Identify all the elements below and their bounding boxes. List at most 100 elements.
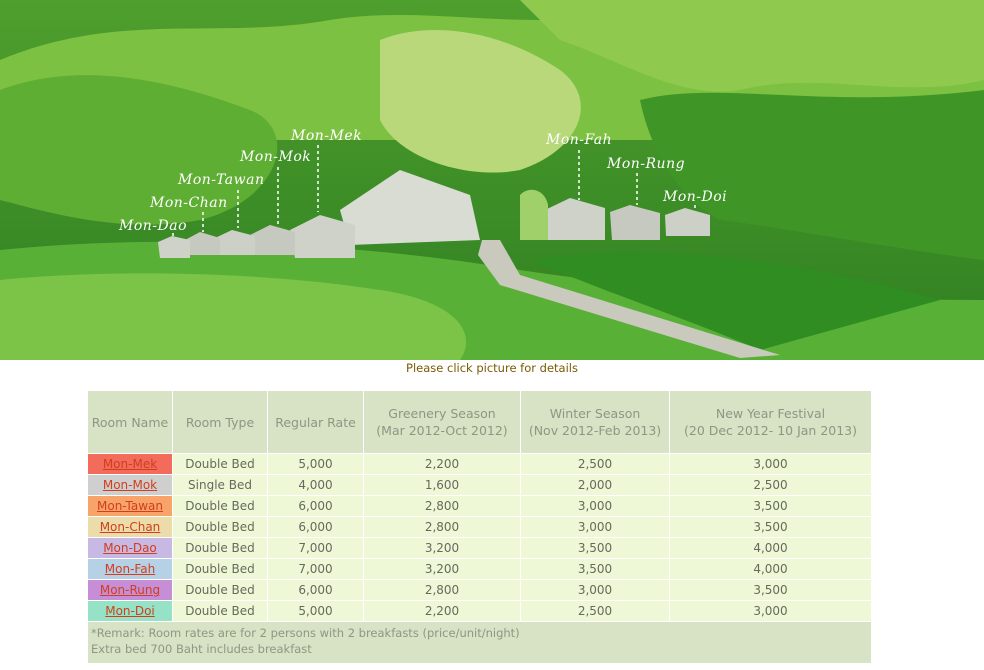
- header-winter-title: Winter Season: [549, 406, 641, 421]
- room-type-cell: Double Bed: [172, 537, 268, 559]
- label-mon-mek[interactable]: Mon-Mek: [290, 128, 362, 144]
- road: [478, 240, 780, 358]
- header-winter-dates: (Nov 2012-Feb 2013): [528, 423, 662, 438]
- header-new-year: New Year Festival (20 Dec 2012- 10 Jan 20…: [669, 390, 872, 454]
- table-row: Mon-Chan Double Bed 6,000 2,800 3,000 3,500: [87, 516, 872, 538]
- label-mon-tawan[interactable]: Mon-Tawan: [177, 172, 264, 188]
- room-name-cell: Mon-Mok: [87, 474, 173, 496]
- new-year-rate-cell: 3,500: [669, 579, 872, 601]
- resort-buildings: [158, 170, 710, 258]
- label-mon-rung[interactable]: Mon-Rung: [606, 156, 685, 172]
- regular-rate-cell: 7,000: [267, 558, 364, 580]
- label-mon-doi[interactable]: Mon-Doi: [662, 189, 727, 205]
- room-link[interactable]: Mon-Mek: [102, 457, 158, 471]
- remark-row: *Remark: Room rates are for 2 persons wi…: [87, 621, 872, 664]
- room-link[interactable]: Mon-Rung: [99, 583, 161, 597]
- room-type-cell: Double Bed: [172, 453, 268, 475]
- header-greenery-dates: (Mar 2012-Oct 2012): [376, 423, 508, 438]
- room-type-cell: Double Bed: [172, 495, 268, 517]
- remark-line-1: *Remark: Room rates are for 2 persons wi…: [91, 626, 520, 640]
- table-row: Mon-Dao Double Bed 7,000 3,200 3,500 4,000: [87, 537, 872, 559]
- header-room-name: Room Name: [87, 390, 173, 454]
- regular-rate-cell: 6,000: [267, 516, 364, 538]
- room-name-cell: Mon-Doi: [87, 600, 173, 622]
- label-mon-dao[interactable]: Mon-Dao: [118, 218, 187, 234]
- room-name-cell: Mon-Fah: [87, 558, 173, 580]
- room-link[interactable]: Mon-Fah: [104, 562, 156, 576]
- left-meadow: [0, 273, 467, 360]
- resort-illustration[interactable]: Mon-Mek Mon-Mok Mon-Tawan Mon-Chan Mon-D…: [0, 0, 984, 360]
- rate-rows: Mon-Mek Double Bed 5,000 2,200 2,500 3,000 Mon…: [87, 453, 872, 622]
- table-row: Mon-Tawan Double Bed 6,000 2,800 3,000 3,500: [87, 495, 872, 517]
- right-hill: [520, 0, 984, 92]
- regular-rate-cell: 4,000: [267, 474, 364, 496]
- greenery-rate-cell: 1,600: [363, 474, 521, 496]
- header-new-year-title: New Year Festival: [715, 406, 826, 421]
- room-type-cell: Double Bed: [172, 600, 268, 622]
- winter-rate-cell: 3,000: [520, 495, 670, 517]
- room-link[interactable]: Mon-Mok: [102, 478, 158, 492]
- winter-rate-cell: 2,500: [520, 453, 670, 475]
- terraced-field: [380, 30, 581, 173]
- label-leaders: [172, 145, 696, 238]
- regular-rate-cell: 7,000: [267, 537, 364, 559]
- winter-rate-cell: 3,000: [520, 516, 670, 538]
- greenery-rate-cell: 3,200: [363, 537, 521, 559]
- greenery-rate-cell: 2,200: [363, 600, 521, 622]
- winter-rate-cell: 2,500: [520, 600, 670, 622]
- new-year-rate-cell: 3,000: [669, 453, 872, 475]
- room-name-cell: Mon-Rung: [87, 579, 173, 601]
- rate-table: Room Name Room Type Regular Rate Greener…: [87, 390, 872, 664]
- new-year-rate-cell: 3,500: [669, 516, 872, 538]
- regular-rate-cell: 5,000: [267, 453, 364, 475]
- header-winter-season: Winter Season (Nov 2012-Feb 2013): [520, 390, 670, 454]
- winter-rate-cell: 3,000: [520, 579, 670, 601]
- remark-line-2: Extra bed 700 Baht includes breakfast: [91, 642, 312, 656]
- right-slope: [640, 90, 984, 260]
- table-row: Mon-Doi Double Bed 5,000 2,200 2,500 3,000: [87, 600, 872, 622]
- room-name-cell: Mon-Mek: [87, 453, 173, 475]
- new-year-rate-cell: 2,500: [669, 474, 872, 496]
- table-row: Mon-Rung Double Bed 6,000 2,800 3,000 3,500: [87, 579, 872, 601]
- header-row: Room Name Room Type Regular Rate Greener…: [87, 390, 872, 454]
- room-type-cell: Double Bed: [172, 558, 268, 580]
- header-room-type: Room Type: [172, 390, 268, 454]
- label-mon-fah[interactable]: Mon-Fah: [545, 132, 612, 148]
- label-mon-chan[interactable]: Mon-Chan: [149, 195, 228, 211]
- winter-rate-cell: 2,000: [520, 474, 670, 496]
- room-name-cell: Mon-Dao: [87, 537, 173, 559]
- regular-rate-cell: 5,000: [267, 600, 364, 622]
- room-name-cell: Mon-Tawan: [87, 495, 173, 517]
- room-link[interactable]: Mon-Doi: [105, 604, 155, 618]
- regular-rate-cell: 6,000: [267, 579, 364, 601]
- room-link[interactable]: Mon-Tawan: [97, 499, 163, 513]
- room-labels[interactable]: Mon-Mek Mon-Mok Mon-Tawan Mon-Chan Mon-D…: [118, 128, 727, 234]
- room-link[interactable]: Mon-Chan: [99, 520, 161, 534]
- click-hint: Please click picture for details: [406, 361, 578, 375]
- new-year-rate-cell: 3,500: [669, 495, 872, 517]
- winter-rate-cell: 3,500: [520, 558, 670, 580]
- room-type-cell: Double Bed: [172, 516, 268, 538]
- label-mon-mok[interactable]: Mon-Mok: [239, 149, 311, 165]
- winter-rate-cell: 3,500: [520, 537, 670, 559]
- new-year-rate-cell: 4,000: [669, 558, 872, 580]
- header-new-year-dates: (20 Dec 2012- 10 Jan 2013): [683, 423, 858, 438]
- header-greenery-season: Greenery Season (Mar 2012-Oct 2012): [363, 390, 521, 454]
- new-year-rate-cell: 3,000: [669, 600, 872, 622]
- new-year-rate-cell: 4,000: [669, 537, 872, 559]
- greenery-rate-cell: 2,200: [363, 453, 521, 475]
- room-link[interactable]: Mon-Dao: [103, 541, 157, 555]
- left-hill: [0, 75, 278, 225]
- room-type-cell: Double Bed: [172, 579, 268, 601]
- room-name-cell: Mon-Chan: [87, 516, 173, 538]
- header-regular-rate: Regular Rate: [267, 390, 364, 454]
- table-row: Mon-Mok Single Bed 4,000 1,600 2,000 2,500: [87, 474, 872, 496]
- greenery-rate-cell: 2,800: [363, 579, 521, 601]
- room-type-cell: Single Bed: [172, 474, 268, 496]
- table-row: Mon-Mek Double Bed 5,000 2,200 2,500 3,000: [87, 453, 872, 475]
- header-greenery-title: Greenery Season: [388, 406, 496, 421]
- rice-field: [530, 252, 940, 350]
- remark: *Remark: Room rates are for 2 persons wi…: [87, 621, 872, 664]
- greenery-rate-cell: 2,800: [363, 516, 521, 538]
- table-row: Mon-Fah Double Bed 7,000 3,200 3,500 4,000: [87, 558, 872, 580]
